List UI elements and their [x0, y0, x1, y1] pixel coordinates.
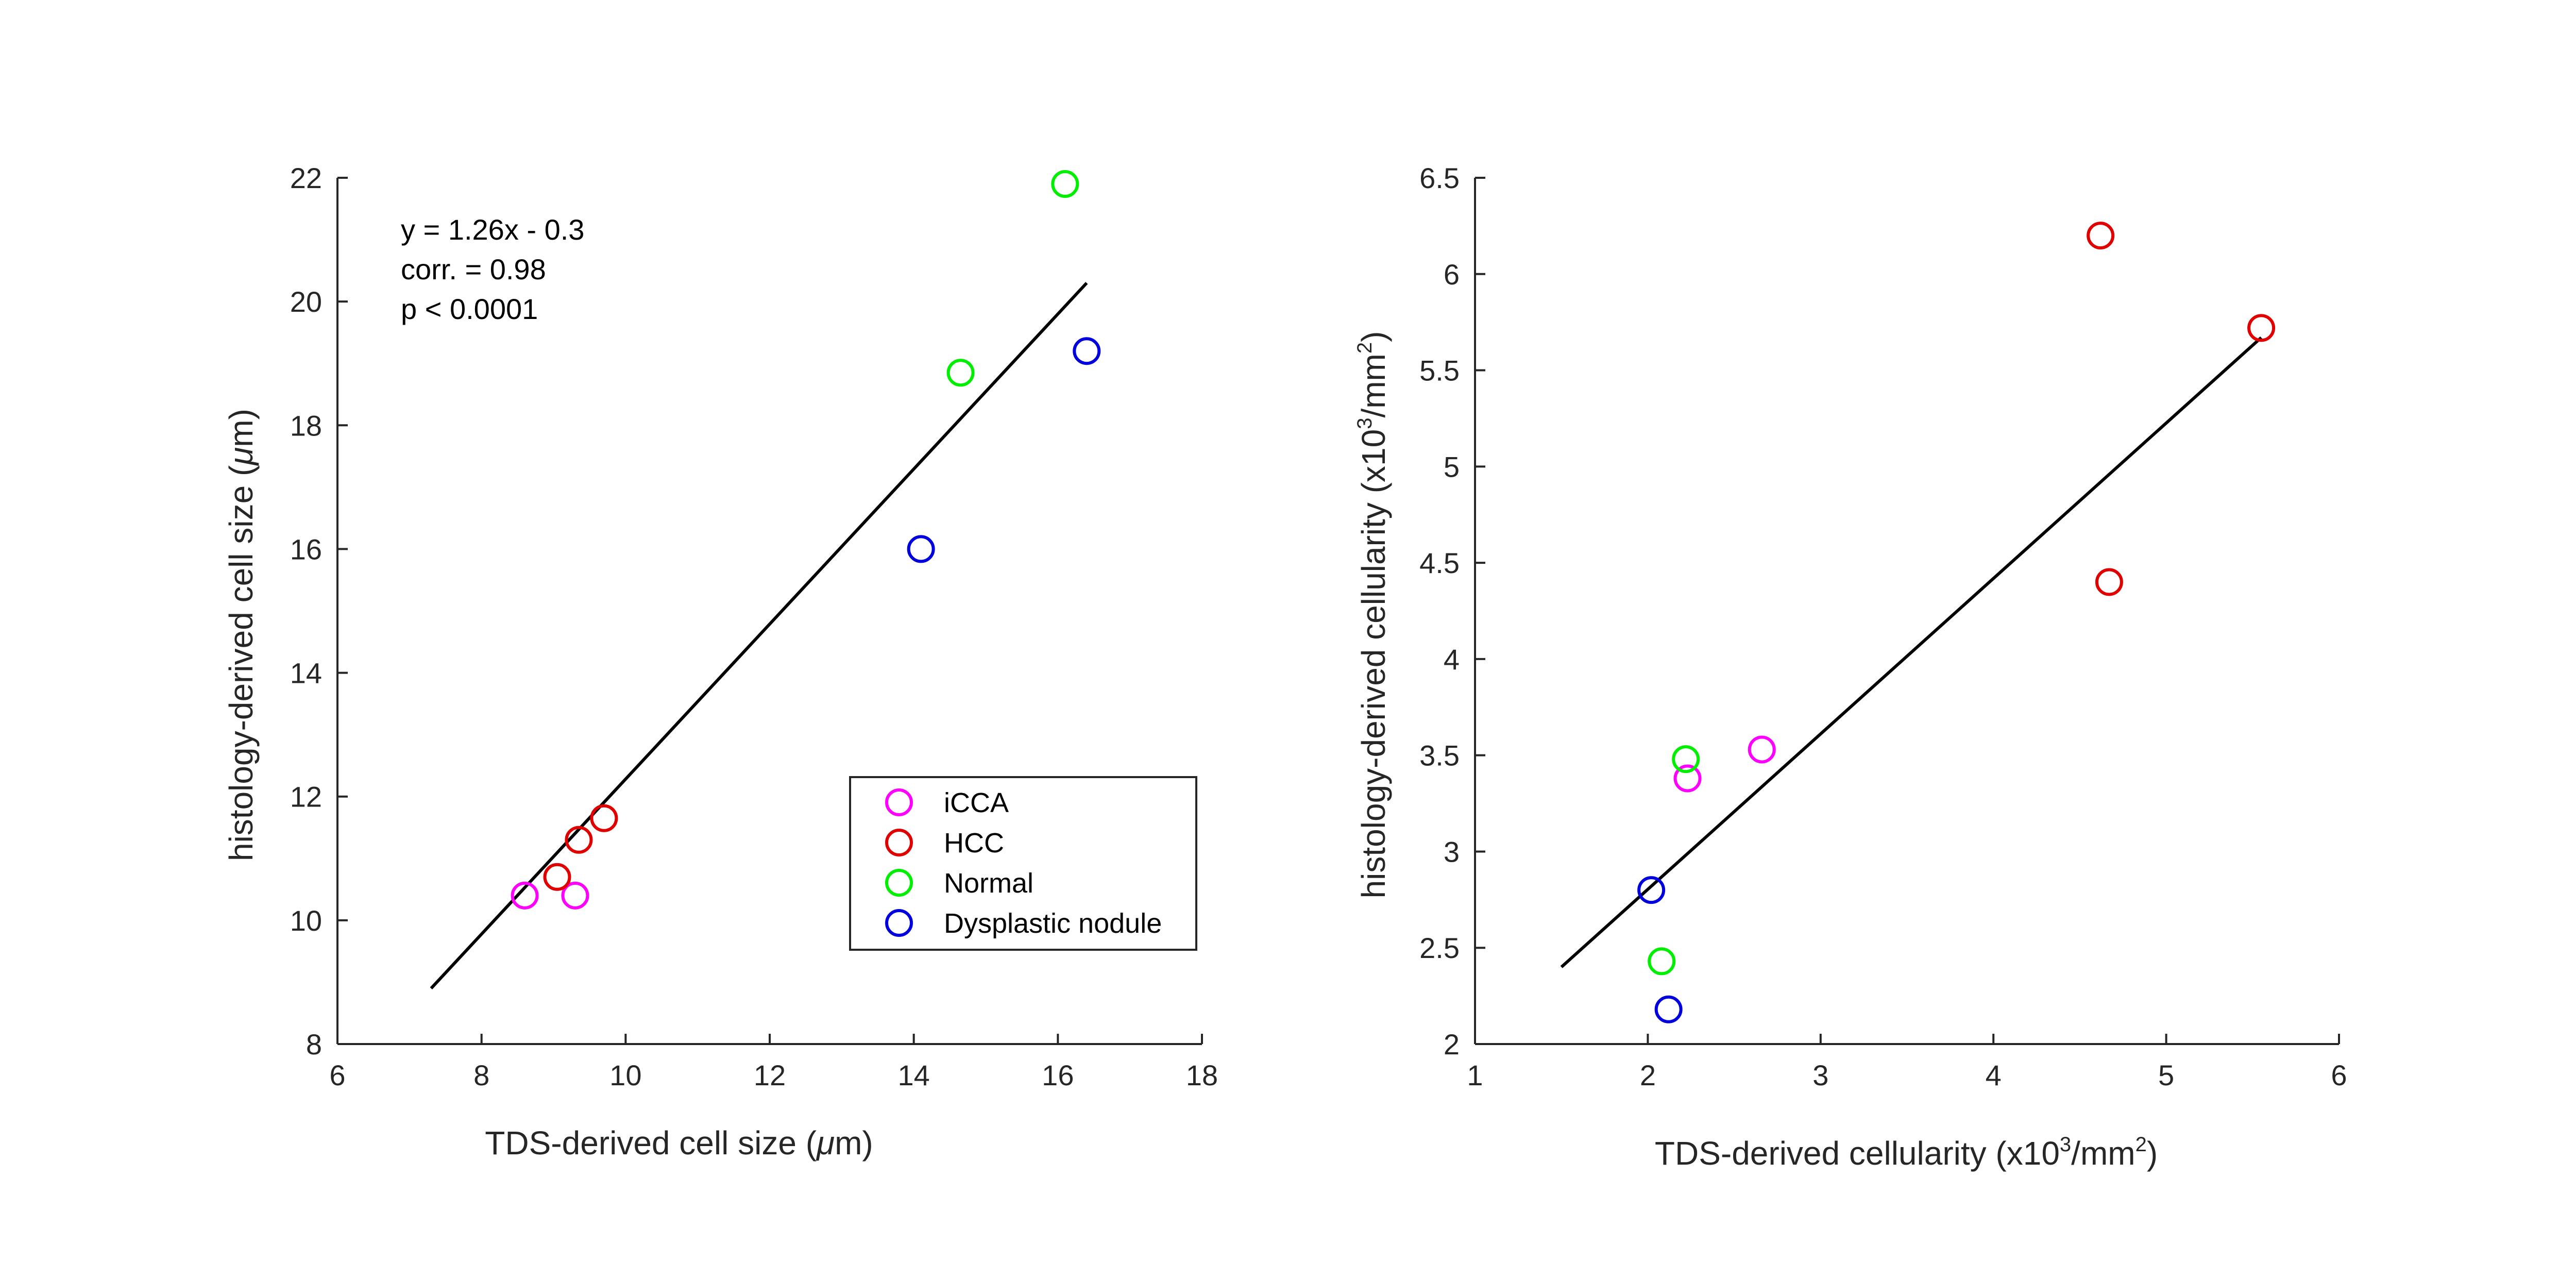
- cell-size-point-dysplastic-nodule: [907, 535, 935, 563]
- cellularity-point-normal: [1648, 947, 1676, 976]
- chart-cellularity: 1 2 3 4 5 622.533.544.555.566.5 TDS-derived c…: [1353, 162, 2347, 1172]
- cell-size-y-tick-label: 8: [306, 1028, 322, 1061]
- cellularity-point-icca: [1673, 764, 1702, 793]
- cellularity-fit-line: [1560, 336, 2263, 968]
- cellularity-x-axis-label: TDS-derived cellularity (x103/mm2): [1655, 1133, 2158, 1172]
- cellularity-y-tick-label: 3: [1444, 835, 1460, 868]
- cell-size-point-icca: [561, 881, 589, 910]
- cell-size-fit-line: [430, 282, 1088, 989]
- cellularity-y-tick-label: 5.5: [1419, 355, 1460, 387]
- cell-size-x-tick-label: 8: [473, 1059, 489, 1091]
- legend: iCCA HCC Normal Dysplastic nodule: [849, 776, 1197, 951]
- cell-size-x-tick-label: 18: [1186, 1059, 1218, 1091]
- cell-size-y-axis-label: histology-derived cell size (μm): [223, 409, 260, 861]
- cell-size-data-points: [511, 170, 1101, 910]
- legend-label-icca: iCCA: [944, 787, 1009, 818]
- cell-size-point-icca: [511, 881, 539, 910]
- cellularity-point-hcc: [2095, 568, 2123, 596]
- cellularity-point-dysplastic-nodule: [1654, 995, 1683, 1023]
- cellularity-y-tick-label: 4: [1444, 643, 1460, 676]
- legend-marker-icca: [885, 788, 913, 816]
- cellularity-axes: 1 2 3 4 5 622.533.544.555.566.5: [1419, 162, 2347, 1091]
- cellularity-y-tick-label: 2.5: [1419, 932, 1460, 964]
- correlation-text: corr. = 0.98: [401, 253, 546, 285]
- cell-size-y-tick-label: 14: [290, 657, 322, 690]
- cellularity-point-hcc: [2247, 314, 2276, 342]
- cell-size-point-hcc: [590, 804, 618, 832]
- legend-marker-hcc: [885, 829, 913, 856]
- cellularity-point-icca: [1748, 735, 1776, 764]
- cell-size-x-tick-label: 6: [329, 1059, 345, 1091]
- cellularity-y-axis-label: histology-derived cellularity (x103/mm2): [1353, 331, 1392, 899]
- cell-size-y-tick-label: 20: [290, 285, 322, 318]
- legend-label-normal: Normal: [944, 868, 1033, 899]
- cell-size-point-hcc: [543, 863, 571, 891]
- cellularity-x-tick-label: 6: [2331, 1059, 2347, 1091]
- cellularity-point-dysplastic-nodule: [1637, 876, 1666, 904]
- cellularity-point-hcc: [2087, 222, 2115, 250]
- legend-label-hcc: HCC: [944, 828, 1004, 859]
- cell-size-y-tick-label: 16: [290, 533, 322, 565]
- cellularity-y-tick-label: 3.5: [1419, 739, 1460, 772]
- cell-size-point-dysplastic-nodule: [1073, 337, 1101, 365]
- legend-item-dysplastic-nodule: Dysplastic nodule: [885, 908, 1162, 939]
- cell-size-regression-line: [430, 282, 1088, 989]
- cellularity-data-points: [1637, 222, 2276, 1023]
- legend-item-hcc: HCC: [885, 828, 1004, 859]
- cell-size-x-tick-label: 16: [1042, 1059, 1074, 1091]
- cellularity-y-tick-label: 5: [1444, 450, 1460, 483]
- cell-size-y-tick-label: 18: [290, 409, 322, 442]
- cellularity-x-tick-label: 3: [1812, 1059, 1828, 1091]
- cellularity-x-tick-label: 4: [1986, 1059, 2002, 1091]
- cell-size-point-hcc: [565, 826, 593, 854]
- legend-item-icca: iCCA: [885, 787, 1009, 818]
- cellularity-y-tick-label: 6: [1444, 258, 1460, 291]
- fit-equation: y = 1.26x - 0.3: [401, 213, 584, 246]
- cell-size-x-tick-label: 12: [754, 1059, 786, 1091]
- legend-item-normal: Normal: [885, 868, 1033, 899]
- cell-size-point-normal: [1051, 170, 1079, 198]
- cellularity-point-normal: [1672, 745, 1700, 774]
- cellularity-x-tick-label: 1: [1467, 1059, 1483, 1091]
- cell-size-x-axis-label: TDS-derived cell size (μm): [485, 1124, 873, 1162]
- cellularity-x-tick-label: 2: [1640, 1059, 1656, 1091]
- legend-box: [849, 776, 1197, 951]
- cell-size-point-normal: [946, 359, 975, 387]
- cellularity-y-tick-label: 6.5: [1419, 162, 1460, 194]
- legend-label-dysplastic-nodule: Dysplastic nodule: [944, 908, 1162, 939]
- cell-size-x-tick-label: 14: [898, 1059, 930, 1091]
- legend-marker-dysplastic-nodule: [885, 909, 913, 937]
- cellularity-x-tick-label: 5: [2158, 1059, 2174, 1091]
- cellularity-regression-line: [1560, 336, 2263, 968]
- cellularity-y-tick-label: 4.5: [1419, 547, 1460, 579]
- cell-size-y-tick-label: 22: [290, 162, 322, 194]
- cellularity-y-tick-label: 2: [1444, 1028, 1460, 1061]
- cell-size-x-tick-label: 10: [609, 1059, 641, 1091]
- cell-size-y-tick-label: 10: [290, 904, 322, 937]
- cell-size-annotation: y = 1.26x - 0.3 corr. = 0.98 p < 0.0001: [401, 213, 584, 325]
- legend-marker-normal: [885, 869, 913, 897]
- cell-size-y-tick-label: 12: [290, 781, 322, 813]
- p-value-text: p < 0.0001: [401, 293, 538, 325]
